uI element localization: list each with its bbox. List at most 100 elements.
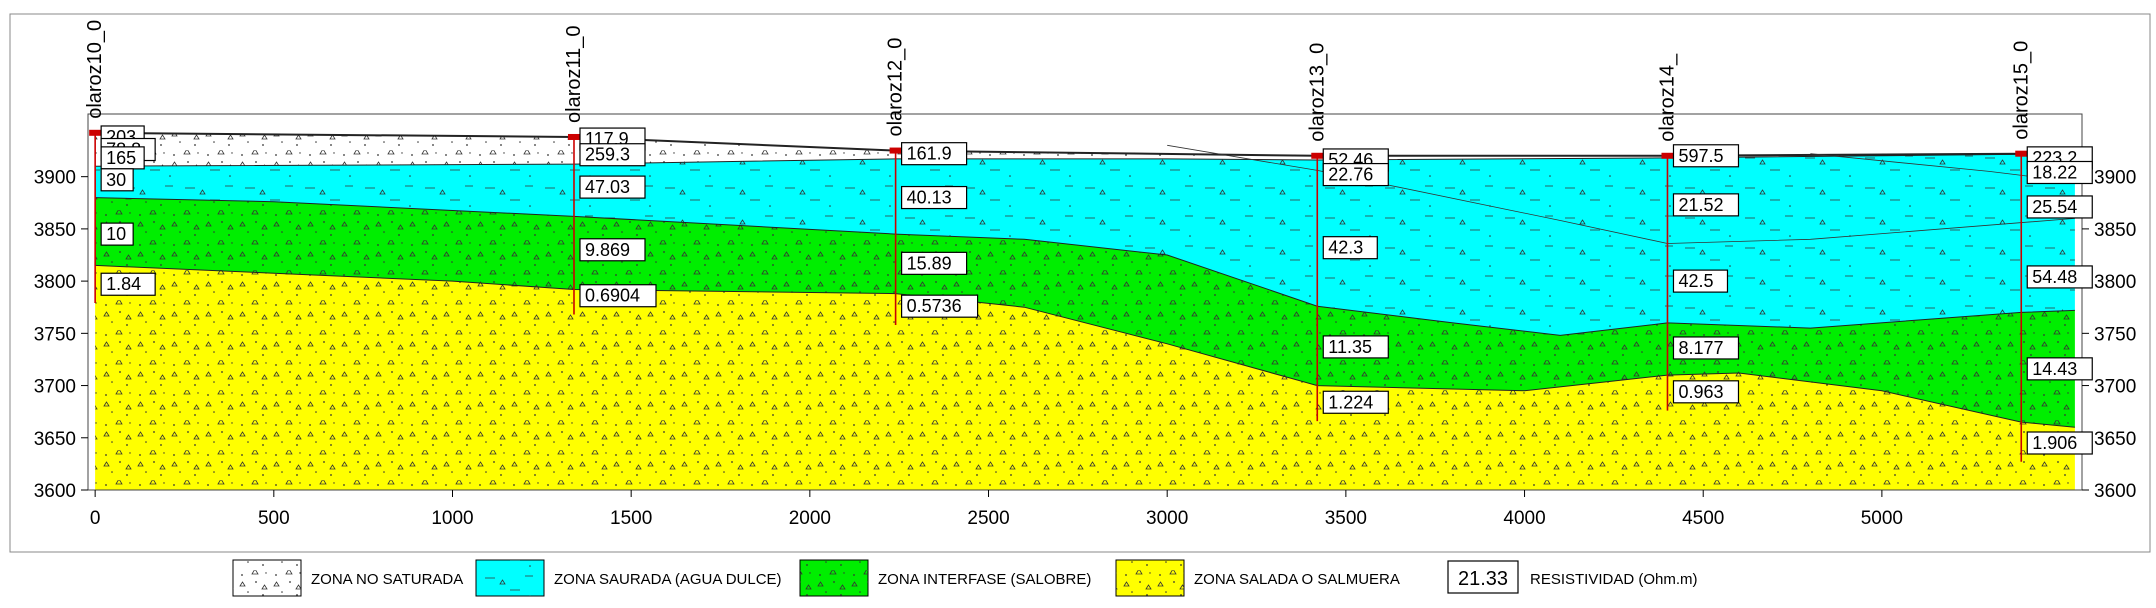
- y-tick-label: 3800: [2094, 272, 2136, 293]
- x-tick-label: 5000: [1861, 508, 1903, 529]
- resistivity-value: 165: [106, 148, 136, 168]
- borehole-collar: [1661, 152, 1674, 159]
- resistivity-value: 8.177: [1678, 338, 1723, 358]
- x-tick-label: 1000: [431, 508, 473, 529]
- resistivity-value: 0.6904: [585, 286, 640, 306]
- resistivity-box: [901, 185, 968, 210]
- legend-sample-box: [1447, 560, 1519, 594]
- resistivity-box: [579, 238, 646, 262]
- boreholes: olaroz10_020378.816530101.84olaroz11_011…: [84, 20, 2093, 462]
- resistivity-box: [100, 168, 134, 192]
- borehole-collar: [889, 147, 902, 154]
- resistivity-box: [1322, 162, 1389, 187]
- y-tick-label: 3900: [2094, 168, 2136, 189]
- legend-swatch-texture: [800, 560, 868, 596]
- x-axis: 0 500 1000 1500 2000 2500 3000 3500 4000 4500 5000: [90, 490, 1903, 529]
- legend: ZONA NO SATURADA ZONA SAURADA (AGUA DULCE…: [232, 559, 1698, 597]
- resistivity-value: 18.22: [2032, 162, 2077, 182]
- resistivity-box: [100, 272, 156, 296]
- borehole-name: olaroz15_0: [2010, 41, 2032, 140]
- resistivity-box: [579, 175, 646, 199]
- resistivity-value: 42.3: [1328, 238, 1363, 258]
- x-tick-label: 3000: [1146, 508, 1188, 529]
- plot-area: [9, 13, 2151, 553]
- y-tick-label: 3700: [2094, 377, 2136, 398]
- borehole-name: olaroz13_0: [1306, 43, 1328, 142]
- legend-item: 21.33 RESISTIVIDAD (Ohm.m): [1447, 560, 1698, 594]
- x-tick-label: 4000: [1503, 508, 1545, 529]
- resistivity-value: 25.54: [2032, 197, 2077, 217]
- resistivity-box: [1322, 335, 1389, 359]
- resistivity-value: 259.3: [585, 145, 630, 165]
- resistivity-box: [1672, 380, 1740, 404]
- internal-contact-line: [1167, 144, 2075, 244]
- resistivity-value: 40.13: [907, 188, 952, 208]
- resistivity-box: [2026, 357, 2093, 381]
- resistivity-box: [100, 222, 134, 246]
- legend-item: ZONA SAURADA (AGUA DULCE): [475, 559, 782, 597]
- y-tick-label: 3850: [2094, 220, 2136, 241]
- borehole-collar: [567, 133, 580, 140]
- legend-label: ZONA SAURADA (AGUA DULCE): [554, 571, 782, 588]
- y-tick-label: 3600: [34, 481, 76, 502]
- resistivity-value: 0.5736: [907, 296, 962, 316]
- layer-agua-dulce-texture: [95, 153, 2075, 336]
- borehole: olaroz10_020378.816530101.84: [84, 20, 156, 304]
- y-tick-label: 3750: [34, 324, 76, 345]
- y-tick-label: 3800: [34, 272, 76, 293]
- resistivity-box: [901, 251, 968, 275]
- resistivity-box: [1672, 193, 1740, 217]
- resistivity-box: [1672, 144, 1740, 168]
- y-tick-label: 3650: [34, 429, 76, 450]
- resistivity-value: 1.84: [106, 274, 141, 294]
- resistivity-value: 14.43: [2032, 359, 2077, 379]
- resistivity-box: [2026, 160, 2093, 185]
- borehole-collar: [89, 129, 102, 136]
- resistivity-value: 1.906: [2032, 433, 2077, 453]
- resistivity-box: [2026, 195, 2093, 219]
- resistivity-value: 22.76: [1328, 165, 1373, 185]
- legend-item: ZONA NO SATURADA: [232, 559, 463, 597]
- borehole: olaroz14_597.5 21.52 42.5 8.177 0.963: [1656, 53, 1740, 411]
- resistivity-box: [1672, 269, 1729, 293]
- legend-swatch-texture: [476, 560, 544, 596]
- legend-swatch-texture: [233, 560, 301, 596]
- resistivity-value: 10: [106, 224, 126, 244]
- resistivity-box: [2026, 431, 2093, 455]
- x-tick-label: 0: [90, 508, 101, 529]
- y-tick-label: 3900: [34, 168, 76, 189]
- figure-frame: [9, 13, 2151, 553]
- y-tick-label: 3650: [2094, 429, 2136, 450]
- resistivity-value: 54.48: [2032, 267, 2077, 287]
- resistivity-box: [901, 294, 979, 318]
- y-tick-label: 3750: [2094, 324, 2136, 345]
- legend-label: RESISTIVIDAD (Ohm.m): [1530, 571, 1698, 588]
- y-tick-label: 3600: [2094, 481, 2136, 502]
- legend-label: ZONA NO SATURADA: [311, 571, 463, 588]
- resistivity-box: [579, 143, 646, 167]
- resistivity-box: [579, 284, 657, 308]
- borehole-name: olaroz11_0: [563, 25, 585, 122]
- resistivity-box: [2026, 265, 2093, 289]
- borehole-name: olaroz14_: [1656, 53, 1678, 142]
- y-tick-label: 3700: [34, 377, 76, 398]
- resistivity-value: 161.9: [907, 144, 952, 164]
- legend-swatch-texture: [1116, 560, 1184, 596]
- borehole-collar: [2015, 150, 2028, 157]
- legend-item: ZONA INTERFASE (SALOBRE): [799, 559, 1091, 597]
- legend-sample-value: 21.33: [1458, 568, 1508, 590]
- legend-item: ZONA SALADA O SALMUERA: [1115, 559, 1400, 597]
- borehole-collar: [1311, 152, 1324, 159]
- y-axis-right: 3600 3650 3700 3750 3800 3850 3900: [2082, 168, 2136, 502]
- resistivity-value: 21.52: [1678, 195, 1723, 215]
- legend-label: ZONA INTERFASE (SALOBRE): [878, 571, 1091, 588]
- resistivity-value: 0.963: [1678, 382, 1723, 402]
- resistivity-value: 9.869: [585, 240, 630, 260]
- legend-label: ZONA SALADA O SALMUERA: [1194, 571, 1400, 588]
- resistivity-value: 597.5: [1678, 146, 1723, 166]
- resistivity-box: [901, 142, 968, 166]
